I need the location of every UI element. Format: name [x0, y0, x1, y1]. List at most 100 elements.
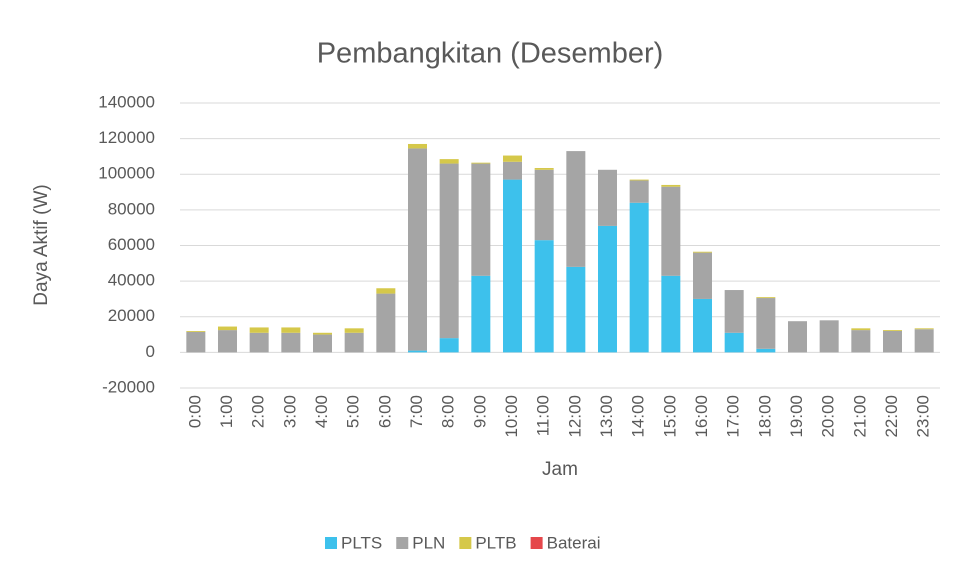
legend-label: PLN: [412, 533, 445, 552]
bar-segment: [344, 328, 364, 333]
x-tick-label: 17:00: [724, 395, 743, 438]
x-tick-label: 10:00: [502, 395, 521, 438]
bar-segment: [439, 163, 459, 339]
x-tick-label: 5:00: [344, 395, 363, 428]
y-tick-label: 20000: [108, 306, 155, 325]
bar-segment: [819, 320, 839, 353]
bar-segment: [471, 163, 491, 276]
bar-segment: [439, 338, 459, 353]
bar-segment: [566, 151, 586, 267]
bar-segment: [724, 332, 744, 353]
bar-segment: [661, 186, 681, 276]
bar-segment: [883, 330, 902, 331]
x-tick-label: 18:00: [755, 395, 774, 438]
bar-segment: [218, 326, 237, 331]
x-tick-label: 12:00: [565, 395, 584, 438]
bar-segment: [534, 240, 554, 353]
bar-segment: [408, 148, 427, 351]
bar-segment: [534, 169, 554, 241]
bar-segment: [756, 348, 776, 353]
y-tick-label: 120000: [98, 128, 155, 147]
bar-segment: [693, 251, 712, 253]
x-tick-label: 23:00: [914, 395, 933, 438]
x-tick-label: 1:00: [217, 395, 236, 428]
bar-segment: [566, 266, 586, 353]
bar-segment: [471, 275, 491, 353]
y-tick-label: 80000: [108, 199, 155, 218]
x-tick-label: 4:00: [312, 395, 331, 428]
bar-segment: [661, 184, 681, 187]
bar-segment: [534, 168, 554, 170]
bar-segment: [249, 327, 269, 333]
bar-segment: [629, 202, 649, 353]
bar-segment: [756, 298, 776, 349]
bar-segment: [629, 179, 649, 181]
x-tick-label: 20:00: [819, 395, 838, 438]
x-tick-label: 11:00: [534, 395, 553, 436]
bar-segment: [503, 161, 522, 180]
bar-segment: [661, 275, 681, 353]
bar-segment: [883, 331, 902, 353]
bar-segment: [186, 331, 206, 332]
bar-segment: [914, 328, 934, 330]
legend-label: PLTS: [341, 533, 382, 552]
bar-segment: [598, 225, 617, 353]
x-tick-label: 2:00: [249, 395, 268, 428]
bar-segment: [503, 155, 522, 162]
x-tick-label: 19:00: [787, 395, 806, 438]
y-axis-title: Daya Aktif (W): [31, 184, 52, 305]
bar-segment: [344, 332, 364, 353]
bar-segment: [186, 331, 206, 353]
bar-segment: [249, 332, 269, 353]
y-tick-label: 0: [146, 342, 155, 361]
y-tick-label: -20000: [102, 377, 155, 396]
bar-segment: [471, 162, 491, 164]
x-tick-label: 7:00: [407, 395, 426, 428]
bar-segment: [629, 180, 649, 203]
x-tick-label: 14:00: [629, 395, 648, 438]
legend-label: Baterai: [547, 533, 601, 552]
y-tick-label: 40000: [108, 271, 155, 290]
bar-segment: [693, 252, 712, 299]
x-tick-label: 15:00: [660, 395, 679, 438]
bar-segment: [693, 298, 712, 353]
legend-swatch: [396, 537, 409, 549]
legend-swatch: [325, 537, 337, 549]
legend-swatch: [459, 537, 472, 549]
bar-segment: [439, 159, 459, 164]
bar-segment: [598, 169, 617, 226]
legend-swatch: [530, 537, 543, 549]
bar-segment: [281, 332, 301, 353]
x-tick-label: 16:00: [692, 395, 711, 438]
x-tick-label: 21:00: [850, 395, 869, 438]
x-tick-label: 0:00: [185, 395, 204, 428]
bar-segment: [408, 350, 427, 353]
bar-segment: [376, 288, 396, 294]
legend-label: PLTB: [475, 533, 516, 552]
x-tick-label: 13:00: [597, 395, 616, 438]
x-tick-label: 22:00: [882, 395, 901, 438]
bar-segment: [376, 293, 396, 353]
bar-segment: [281, 327, 301, 333]
bar-segment: [724, 290, 744, 333]
x-tick-label: 9:00: [470, 395, 489, 428]
bar-segment: [408, 143, 427, 149]
bar-segment: [914, 329, 934, 353]
chart-title: Pembangkitan (Desember): [317, 38, 664, 70]
bar-segment: [503, 179, 522, 353]
x-axis-title: Jam: [542, 459, 578, 480]
y-tick-label: 100000: [98, 164, 155, 183]
y-tick-label: 140000: [98, 92, 155, 111]
bar-segment: [851, 328, 871, 331]
y-tick-label: 60000: [108, 235, 155, 254]
x-tick-label: 3:00: [280, 395, 299, 428]
x-tick-label: 8:00: [439, 395, 458, 428]
bar-segment: [851, 330, 871, 353]
bar-segment: [313, 332, 332, 335]
bar-segment: [756, 297, 776, 299]
bar-segment: [313, 334, 332, 353]
x-tick-label: 6:00: [375, 395, 394, 428]
bar-segment: [788, 321, 807, 353]
